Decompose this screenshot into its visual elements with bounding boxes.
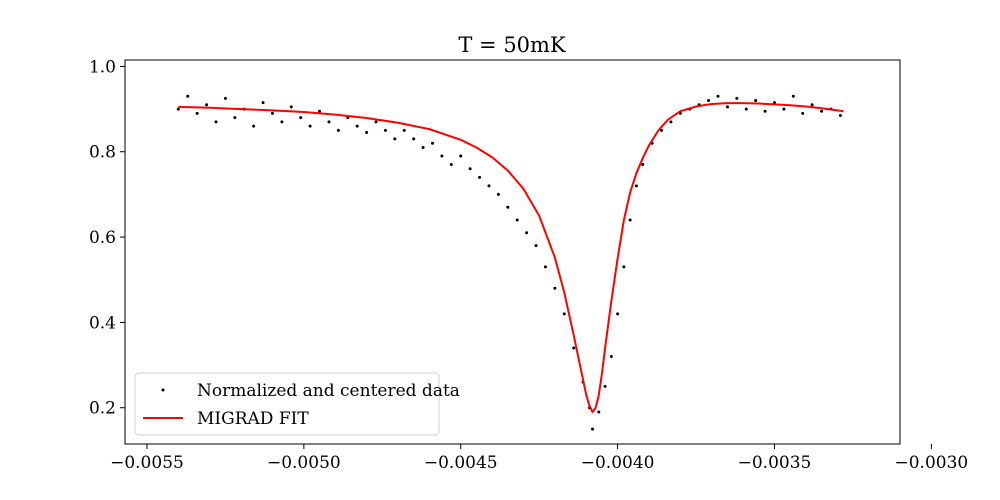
data-point — [478, 175, 482, 179]
data-point — [252, 124, 256, 128]
x-tick-label: −0.0045 — [424, 453, 498, 473]
data-point — [735, 96, 739, 100]
data-point — [449, 163, 453, 167]
data-point — [261, 101, 265, 105]
data-point — [744, 107, 748, 111]
legend-label-fit: MIGRAD FIT — [197, 409, 309, 429]
data-point — [506, 205, 510, 209]
x-tick-label: −0.0050 — [267, 453, 341, 473]
y-tick-label: 0.2 — [89, 399, 116, 419]
data-point — [725, 105, 729, 109]
data-point — [591, 427, 595, 431]
data-point — [634, 184, 638, 188]
data-point — [383, 128, 387, 132]
data-point — [459, 154, 463, 158]
x-axis: −0.0055 −0.0050 −0.0045 −0.0040 −0.0035 −0.00… — [110, 444, 968, 473]
data-point — [430, 141, 434, 145]
legend: Normalized and centered data MIGRAD FIT — [134, 372, 460, 436]
data-point — [355, 124, 359, 128]
data-point — [553, 286, 557, 290]
y-axis: 0.2 0.4 0.6 0.8 1.0 — [89, 57, 125, 419]
data-point — [609, 355, 613, 359]
data-point — [622, 265, 626, 269]
data-point — [496, 192, 500, 196]
data-point — [603, 384, 607, 388]
data-point — [270, 111, 274, 115]
data-point — [543, 265, 547, 269]
data-layer — [176, 94, 844, 431]
data-point — [597, 410, 601, 414]
data-point — [421, 145, 425, 149]
data-point — [233, 116, 237, 120]
x-tick-label: −0.0055 — [110, 453, 184, 473]
x-tick-label: −0.0040 — [581, 453, 655, 473]
data-point — [763, 109, 767, 113]
data-point — [801, 111, 805, 115]
data-point — [525, 231, 529, 235]
y-tick-label: 0.8 — [89, 143, 116, 163]
data-point — [515, 218, 519, 222]
chart-title: T = 50mK — [458, 33, 566, 57]
data-point — [669, 120, 673, 124]
data-point — [838, 113, 842, 117]
plot-frame — [124, 59, 901, 445]
y-tick-label: 1.0 — [89, 57, 116, 77]
legend-marker-scatter — [161, 388, 165, 392]
data-point — [214, 120, 218, 124]
data-point — [628, 218, 632, 222]
data-point — [440, 154, 444, 158]
x-tick-label: −0.0035 — [738, 453, 812, 473]
data-point — [223, 96, 227, 100]
data-point — [365, 131, 369, 135]
data-point — [616, 312, 620, 316]
data-point — [810, 103, 814, 107]
data-point — [412, 137, 416, 141]
y-tick-label: 0.4 — [89, 313, 116, 333]
data-point — [374, 120, 378, 124]
data-point — [754, 99, 758, 103]
data-point — [308, 124, 312, 128]
data-point — [336, 128, 340, 132]
data-point — [820, 109, 824, 113]
data-point — [402, 128, 406, 132]
data-point — [393, 137, 397, 141]
data-point — [318, 109, 322, 113]
data-point — [205, 103, 209, 107]
fit-line — [178, 102, 844, 413]
x-tick-label: −0.0030 — [895, 453, 969, 473]
data-point — [562, 312, 566, 316]
data-point — [716, 94, 720, 98]
data-point — [641, 163, 645, 167]
data-point — [534, 244, 538, 248]
legend-label-scatter: Normalized and centered data — [197, 381, 460, 401]
y-tick-label: 0.6 — [89, 228, 116, 248]
data-point — [186, 94, 190, 98]
data-point — [299, 116, 303, 120]
data-point — [791, 94, 795, 98]
data-point — [289, 105, 293, 109]
legend-box — [134, 372, 440, 436]
data-point — [487, 184, 491, 188]
data-point — [572, 346, 576, 350]
data-point — [176, 107, 180, 111]
data-point — [660, 128, 664, 132]
data-point — [280, 120, 284, 124]
data-point — [468, 167, 472, 171]
data-point — [195, 111, 199, 115]
data-point — [327, 120, 331, 124]
data-point — [707, 99, 711, 103]
data-point — [782, 107, 786, 111]
